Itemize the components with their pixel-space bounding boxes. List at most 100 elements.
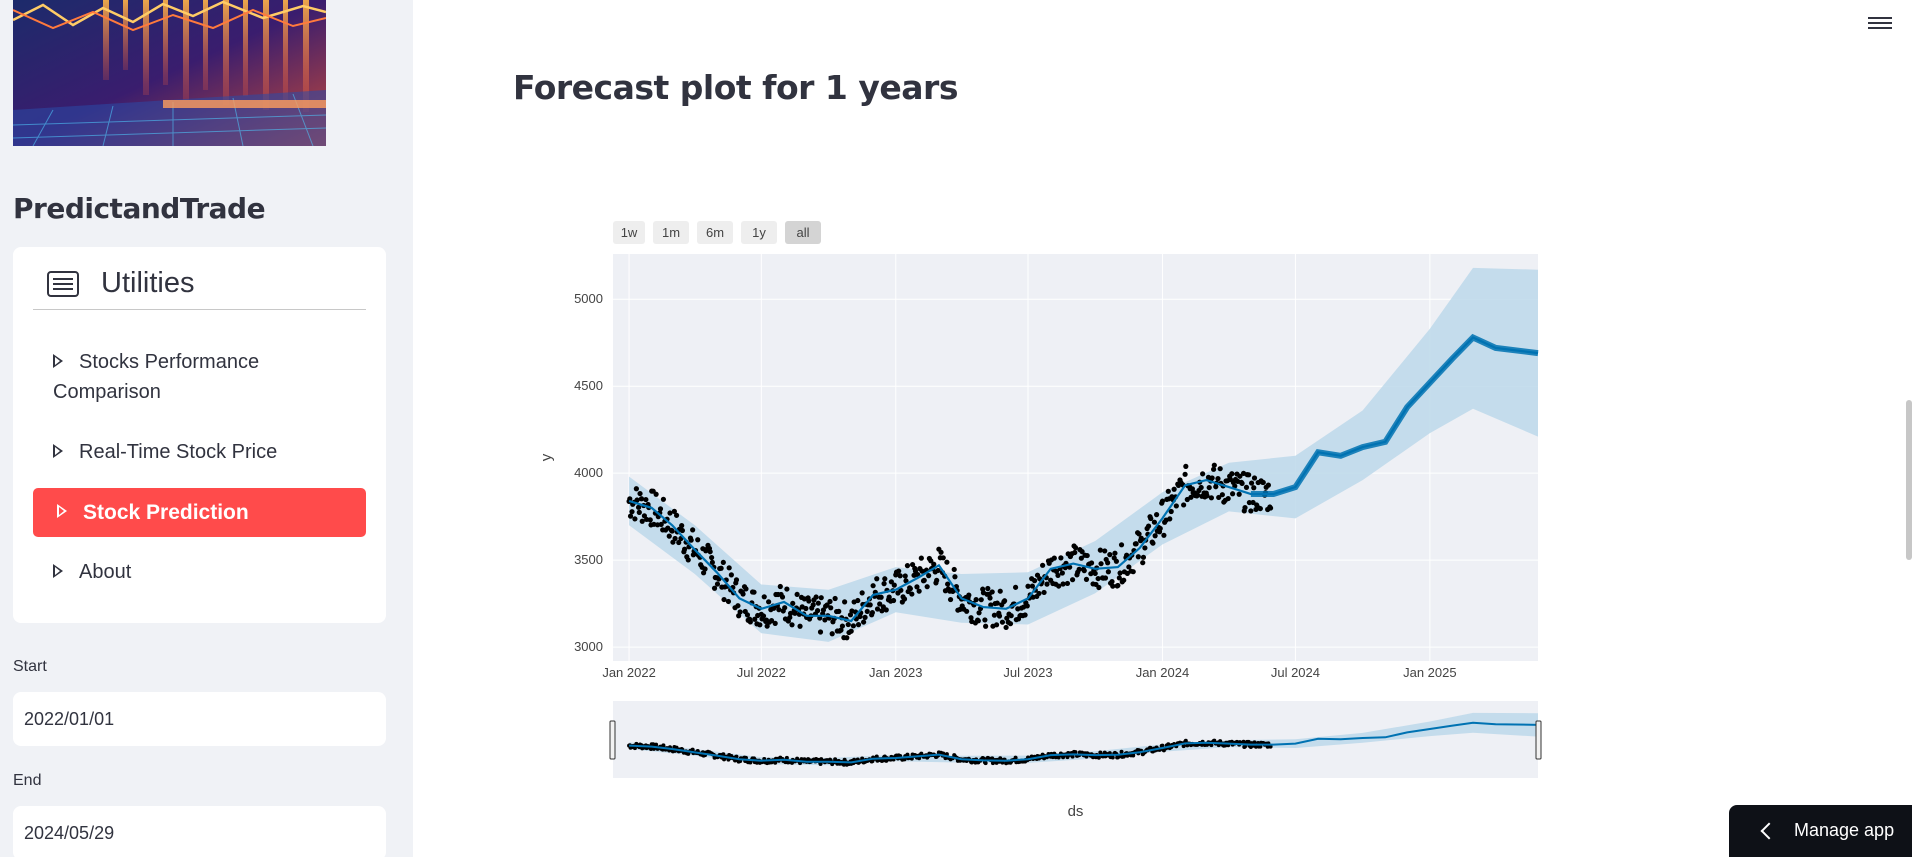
range-slider-background (613, 701, 1538, 778)
range-slider[interactable] (609, 701, 1542, 778)
observed-point (667, 510, 673, 516)
x-tick-label: Jul 2024 (1271, 665, 1320, 680)
observed-point (1105, 569, 1111, 575)
range-button-6m[interactable]: 6m (697, 221, 733, 244)
sidebar: PredictandTrade Utilities Stocks Perform… (0, 0, 413, 857)
range-slider-right-handle[interactable] (1535, 720, 1542, 760)
observed-point (637, 490, 643, 497)
range-button-label: 1m (662, 225, 680, 240)
observed-point (1219, 492, 1225, 498)
observed-point (870, 583, 876, 589)
caret-right-icon (53, 443, 63, 458)
observed-point (881, 581, 887, 587)
observed-point (924, 584, 930, 590)
observed-point (1168, 508, 1174, 515)
plot-area[interactable] (613, 254, 1539, 661)
start-date-input[interactable] (13, 692, 386, 746)
observed-point (782, 605, 788, 611)
observed-point (828, 605, 834, 611)
observed-point (709, 559, 715, 566)
observed-point (904, 563, 911, 569)
observed-point (672, 535, 678, 542)
observed-point (1136, 531, 1142, 537)
observed-point (935, 567, 941, 574)
menu-item-stock-prediction[interactable]: Stock Prediction (33, 488, 366, 537)
menu-item-about[interactable]: About (33, 557, 366, 587)
observed-point (1133, 541, 1139, 547)
app-title: PredictandTrade (13, 192, 266, 225)
observed-point (1236, 491, 1242, 497)
forecast-chart: 1w 1m 6m 1y all Jan 2022 Jul 2022 Jan 2023 Jul … (538, 221, 1542, 820)
range-button-1y[interactable]: 1y (741, 221, 777, 244)
menu-item-stocks-performance-comparison[interactable]: Stocks Performance Comparison (33, 347, 366, 407)
observed-point (1198, 484, 1204, 491)
observed-point (938, 549, 944, 555)
range-slider-left-handle[interactable] (609, 720, 616, 760)
observed-point (673, 512, 680, 518)
observed-point (950, 588, 956, 595)
observed-point (985, 585, 991, 592)
observed-point (1200, 471, 1206, 477)
manage-app-button[interactable]: Manage app (1729, 805, 1912, 857)
y-tick-label: 5000 (574, 291, 603, 306)
observed-point (794, 591, 800, 598)
range-slider-point (990, 756, 995, 761)
observed-point (855, 597, 861, 604)
observed-point (747, 619, 753, 625)
observed-point (1044, 581, 1050, 587)
observed-point (653, 491, 659, 497)
observed-point (1064, 580, 1071, 587)
observed-point (1078, 555, 1084, 561)
observed-point (1055, 572, 1061, 579)
x-tick-label: Jan 2022 (602, 665, 656, 680)
observed-point (1118, 542, 1125, 548)
observed-point (685, 557, 691, 563)
observed-point (919, 568, 925, 574)
observed-point (1167, 516, 1173, 522)
observed-point (766, 599, 772, 605)
range-button-1w[interactable]: 1w (613, 221, 645, 244)
observed-point (1216, 494, 1222, 501)
observed-point (861, 619, 867, 625)
card-list-icon (47, 271, 79, 297)
sidebar-banner-image (13, 0, 326, 146)
range-slider-point (661, 743, 666, 748)
observed-point (877, 601, 883, 607)
observed-point (1265, 482, 1271, 488)
range-slider-point (648, 746, 653, 751)
range-button-1m[interactable]: 1m (653, 221, 689, 244)
observed-point (1036, 590, 1042, 597)
observed-point (803, 605, 809, 612)
observed-point (1157, 525, 1163, 532)
observed-point (635, 504, 642, 510)
observed-point (914, 584, 920, 590)
menu-item-real-time-stock-price[interactable]: Real-Time Stock Price (33, 437, 366, 467)
observed-point (760, 613, 767, 619)
observed-point (1079, 549, 1085, 555)
range-slider-point (1241, 739, 1246, 744)
observed-point (829, 631, 835, 637)
observed-point (647, 517, 653, 523)
range-button-bg (785, 221, 821, 244)
range-slider-point (1258, 744, 1263, 749)
observed-point (764, 623, 770, 629)
hamburger-menu-icon[interactable] (1868, 14, 1892, 34)
observed-point (874, 606, 881, 612)
observed-point (1194, 492, 1201, 498)
observed-point (907, 586, 913, 592)
end-date-input[interactable] (13, 806, 386, 857)
range-button-all[interactable]: all (785, 221, 821, 244)
observed-point (639, 518, 645, 524)
observed-point (744, 612, 751, 618)
observed-point (1209, 475, 1215, 481)
scrollbar[interactable] (1906, 400, 1912, 560)
observed-point (1267, 505, 1274, 511)
observed-point (1181, 502, 1187, 508)
x-tick-label: Jan 2025 (1403, 665, 1457, 680)
observed-point (1173, 503, 1179, 509)
observed-point (711, 585, 718, 591)
manage-app-label: Manage app (1794, 820, 1895, 840)
observed-point (1232, 483, 1238, 489)
observed-point (1083, 576, 1090, 582)
page-title: Forecast plot for 1 years (513, 68, 958, 107)
